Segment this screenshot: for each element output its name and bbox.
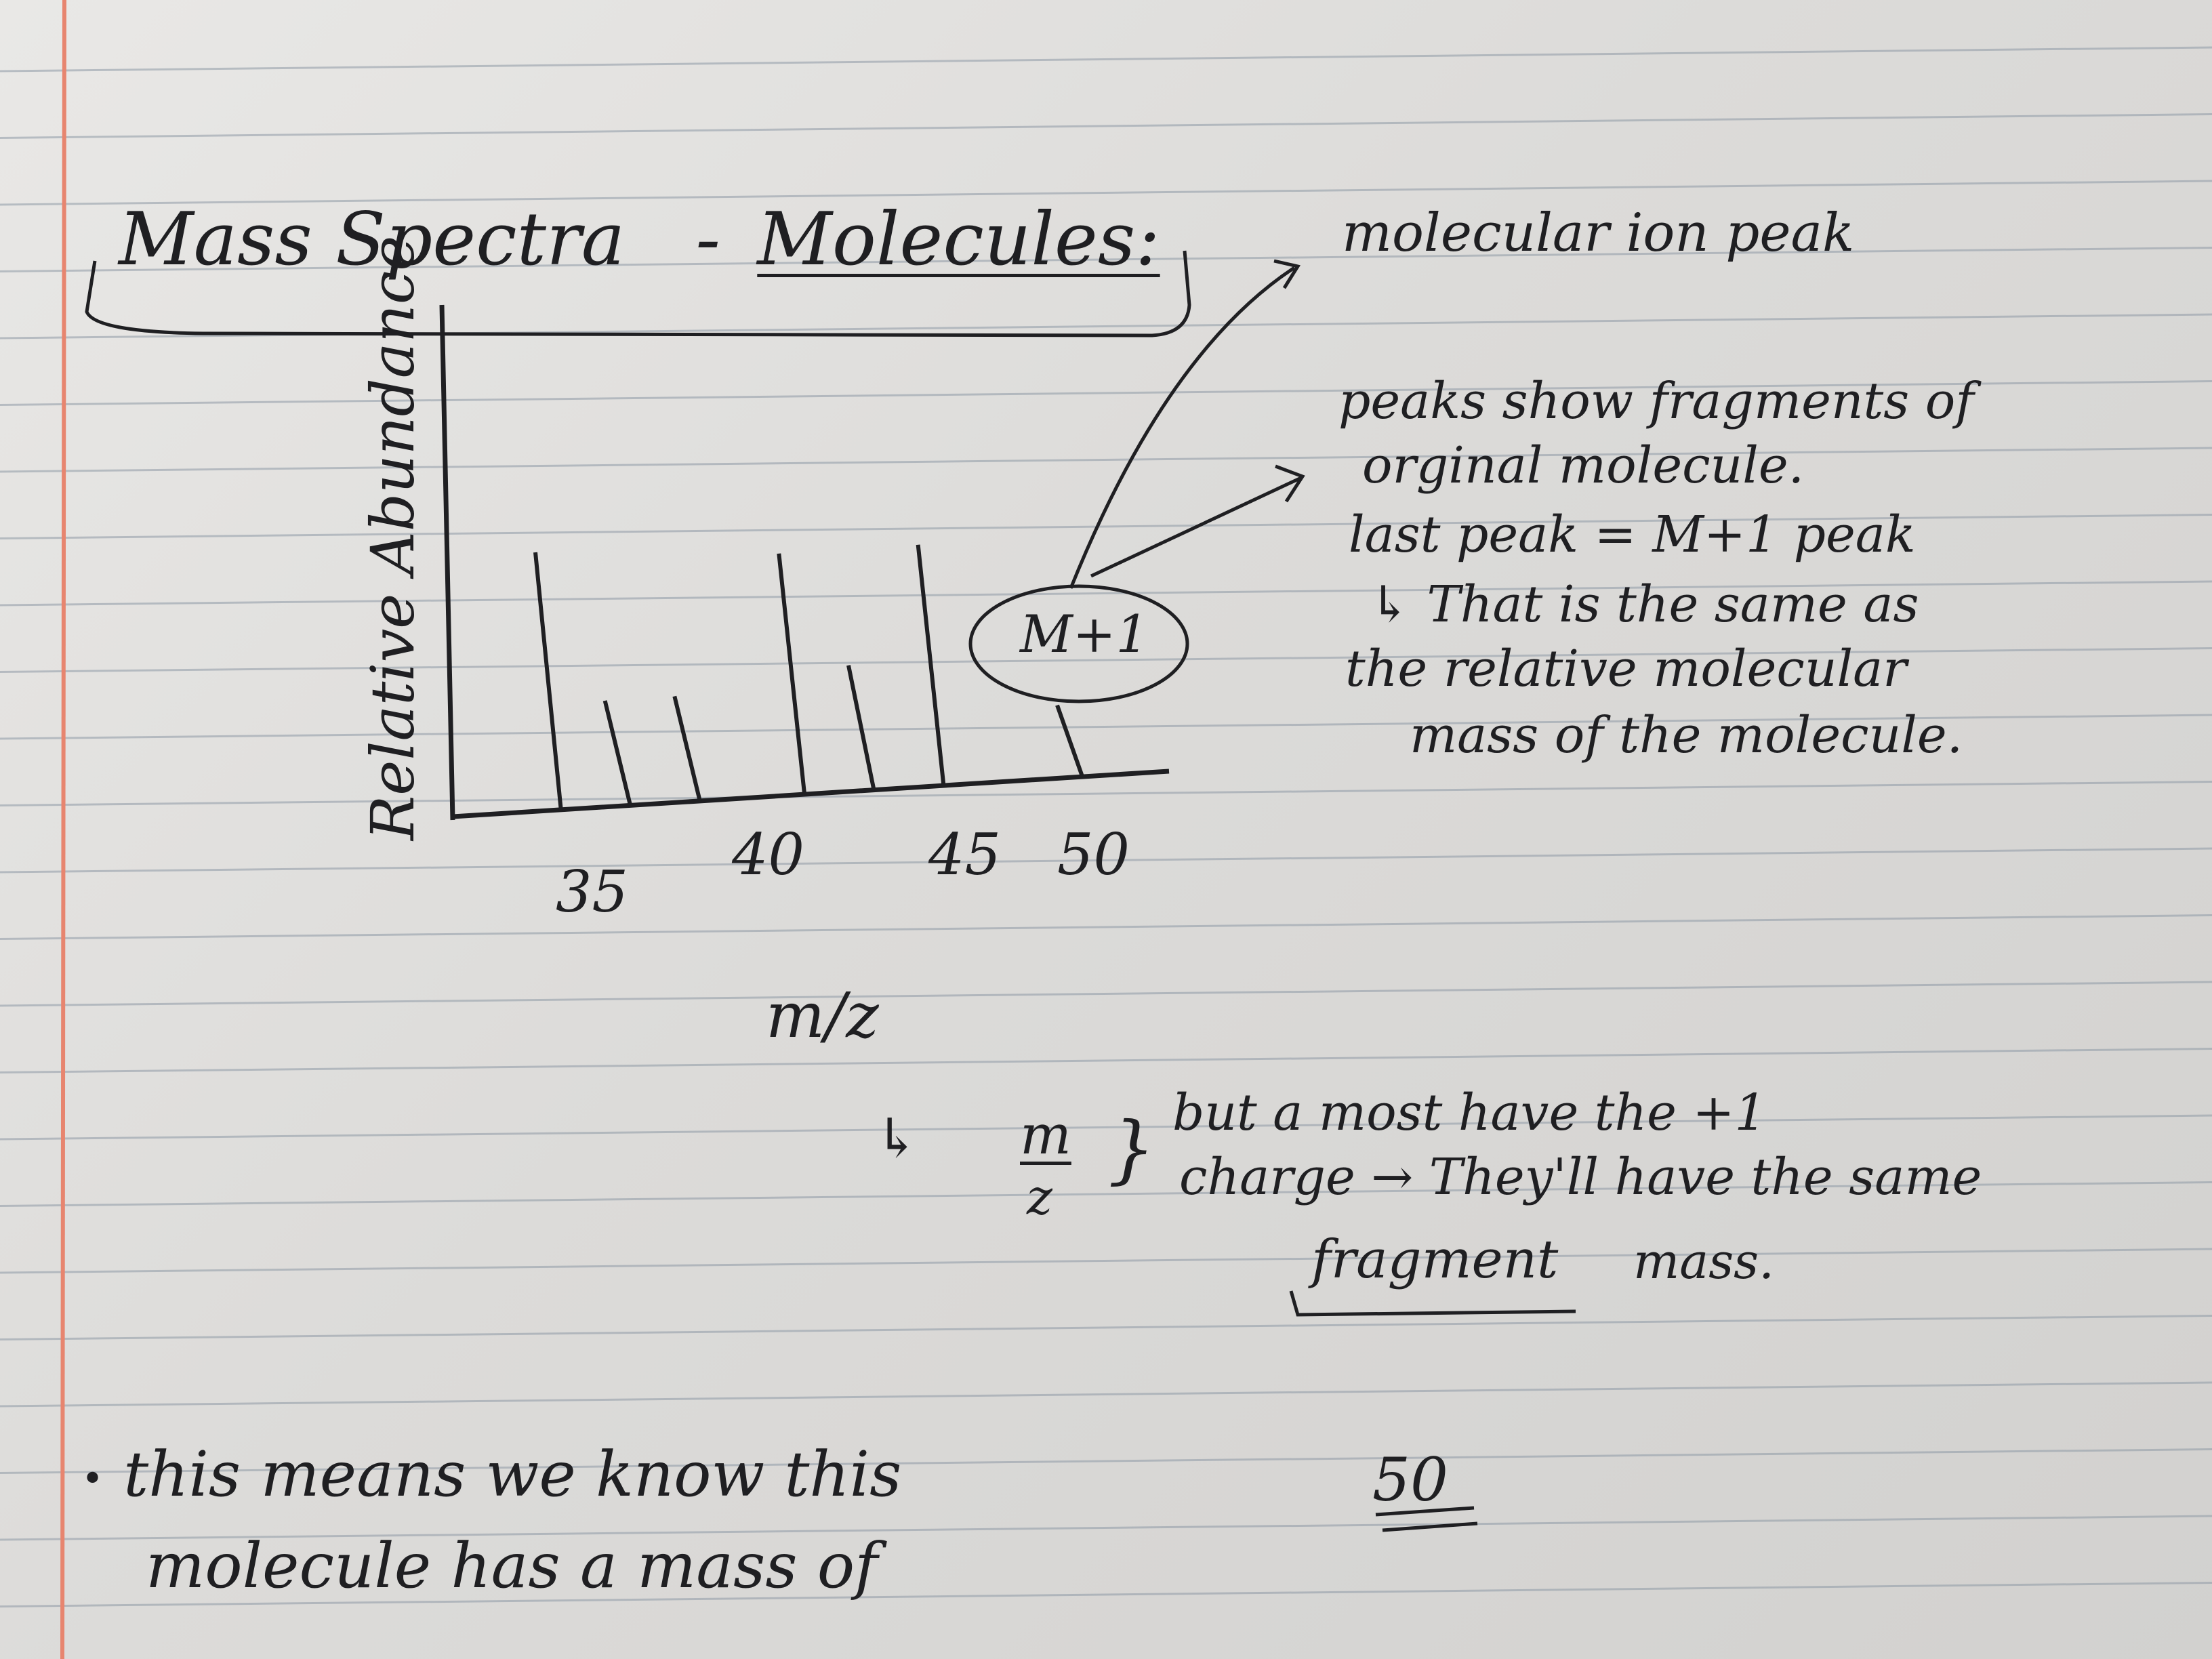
conclusion-line-2: molecule has a mass of (146, 1530, 878, 1602)
ruled-line (0, 514, 2212, 539)
x-tick-label: 35 (556, 859, 628, 925)
conclusion-value: 50 (1372, 1445, 1448, 1515)
peak-bar (846, 665, 876, 792)
ruled-line (0, 580, 2212, 607)
value-underline (1375, 1506, 1478, 1532)
ruled-line (0, 1448, 2212, 1474)
x-axis (452, 769, 1170, 819)
note-line-6: mass of the molecule. (1410, 706, 1963, 764)
ruled-line (0, 46, 2212, 73)
title-dash: - (695, 197, 720, 282)
ruled-line (0, 1181, 2212, 1207)
note-line-1: peaks show fragments of (1338, 372, 1974, 430)
note-line-3: last peak = M+1 peak (1349, 506, 1916, 564)
title-bracket (85, 250, 1191, 337)
x-tick-label: 45 (928, 821, 1001, 888)
mz-fraction-bottom: z (1027, 1168, 1052, 1225)
margin-line (60, 0, 66, 1659)
ruled-line (0, 1248, 2212, 1274)
peak-bar (533, 552, 563, 812)
ruled-line (0, 180, 2212, 206)
callout-arrowhead (1273, 259, 1300, 289)
x-tick-label: 50 (1057, 821, 1130, 888)
mz-note-word-fragment: fragment (1311, 1229, 1559, 1290)
peak-bar (602, 700, 633, 808)
mz-note-line-1: but a most have the +1 (1172, 1084, 1767, 1142)
peak-bar (672, 695, 703, 803)
mz-arrow: ↳ (874, 1107, 920, 1170)
ruled-line (0, 714, 2212, 740)
ruled-line (0, 1582, 2212, 1607)
ruled-line (0, 981, 2212, 1007)
ruled-line (0, 1048, 2212, 1073)
ruled-line (0, 781, 2212, 806)
peak-bar (1055, 704, 1085, 779)
peak-bars (533, 544, 1085, 812)
page-title: Mass Spectra - Molecules: (119, 203, 1160, 276)
callout-molecular-ion: molecular ion peak (1342, 203, 1855, 264)
callout-arrow (1069, 266, 1296, 589)
x-axis-label: m/z (766, 979, 879, 1052)
ruled-line (0, 647, 2212, 673)
note-line-4: ↳ That is the same as (1369, 575, 1919, 634)
ruled-line (0, 380, 2212, 406)
ruled-line (0, 914, 2212, 940)
note-line-5: the relative molecular (1345, 640, 1907, 698)
ruled-line (0, 1114, 2212, 1141)
note-line-2: orginal molecule. (1362, 436, 1805, 495)
x-tick-label: 40 (731, 821, 804, 888)
peak-annotation-circle (968, 584, 1189, 703)
ruled-line (0, 1381, 2212, 1408)
mz-brace: } (1108, 1105, 1155, 1192)
title-part-2: Molecules: (757, 197, 1160, 282)
peak-bar (916, 544, 946, 787)
peak-bar (777, 553, 807, 796)
ruled-line (0, 447, 2212, 473)
mz-fraction-top: m (1020, 1103, 1071, 1166)
notes-arrowhead (1275, 464, 1305, 503)
conclusion-line-1: • this means we know this (81, 1443, 901, 1506)
y-axis-label: Relative Abundance (358, 236, 428, 842)
ruled-line (0, 1515, 2212, 1541)
ruled-line (0, 247, 2212, 272)
ruled-line (0, 113, 2212, 139)
x-tick-labels: 35 40 45 50 (556, 821, 1130, 925)
conclusion-text-1: this means we know this (123, 1438, 902, 1511)
y-axis (439, 304, 455, 821)
mz-note-word-mass: mass. (1633, 1233, 1774, 1290)
title-part-1: Mass Spectra (119, 197, 626, 282)
fragment-underline (1289, 1290, 1576, 1317)
ruled-line (0, 847, 2212, 874)
mz-note-line-2: charge → They'll have the same (1179, 1148, 1982, 1206)
ruled-line (0, 1315, 2212, 1340)
notes-arrow (1090, 476, 1303, 578)
peak-annotation-label: M+1 (1019, 604, 1149, 664)
bullet: • (81, 1457, 104, 1502)
